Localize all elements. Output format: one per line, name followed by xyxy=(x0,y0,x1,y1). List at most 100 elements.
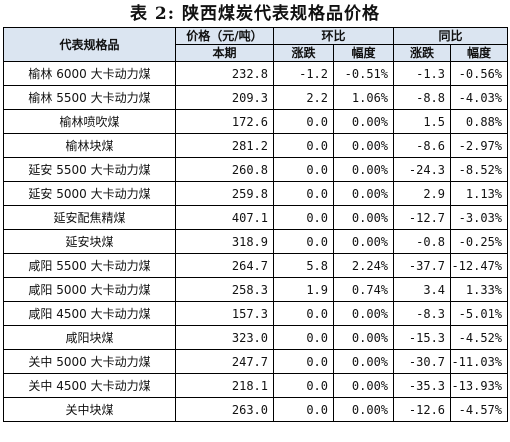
mom-rate-cell: 0.00% xyxy=(332,325,395,350)
mom-rate-cell: 2.24% xyxy=(332,253,395,278)
product-name-cell: 延安 5500 大卡动力煤 xyxy=(3,157,176,182)
header-mom-change: 涨跌 xyxy=(273,44,334,62)
mom-change-cell: -1.2 xyxy=(273,61,334,86)
mom-rate-cell: -0.51% xyxy=(332,61,395,86)
table-row: 榆林喷吹煤 172.6 0.0 0.00% 1.5 0.88% xyxy=(3,109,509,134)
price-cell: 260.8 xyxy=(175,157,274,182)
table-row: 咸阳 5500 大卡动力煤 264.7 5.8 2.24% -37.7 -12.47% xyxy=(3,253,509,278)
mom-change-cell: 0.0 xyxy=(273,301,334,326)
header-mom: 环比 xyxy=(272,27,395,45)
yoy-change-cell: -37.7 xyxy=(393,253,452,278)
price-cell: 281.2 xyxy=(175,133,274,158)
yoy-change-cell: 1.5 xyxy=(393,109,452,134)
price-cell: 172.6 xyxy=(175,109,274,134)
yoy-change-cell: -1.3 xyxy=(393,61,452,86)
table-row: 延安块煤 318.9 0.0 0.00% -0.8 -0.25% xyxy=(3,229,509,254)
yoy-change-cell: -0.8 xyxy=(393,229,452,254)
header-yoy-rate: 幅度 xyxy=(450,44,509,62)
yoy-rate-cell: -13.93% xyxy=(450,373,509,398)
product-name-cell: 榆林块煤 xyxy=(3,133,176,158)
price-cell: 264.7 xyxy=(175,253,274,278)
table-row: 榆林 5500 大卡动力煤 209.3 2.2 1.06% -8.8 -4.03% xyxy=(3,85,509,110)
yoy-change-cell: -8.8 xyxy=(393,85,452,110)
product-name-cell: 咸阳 5500 大卡动力煤 xyxy=(3,253,176,278)
price-cell: 263.0 xyxy=(175,397,274,422)
header-yoy-change: 涨跌 xyxy=(393,44,452,62)
table-title: 表 2: 陕西煤炭代表规格品价格 xyxy=(130,4,380,24)
price-cell: 323.0 xyxy=(175,325,274,350)
price-cell: 218.1 xyxy=(175,373,274,398)
price-cell: 247.7 xyxy=(175,349,274,374)
table-header: 代表规格品 价格（元/吨） 环比 同比 本期 涨跌 幅度 涨跌 幅度 xyxy=(3,27,509,62)
yoy-change-cell: -12.6 xyxy=(393,397,452,422)
table-row: 咸阳 5000 大卡动力煤 258.3 1.9 0.74% 3.4 1.33% xyxy=(3,277,509,302)
mom-change-cell: 0.0 xyxy=(273,373,334,398)
yoy-change-cell: -8.6 xyxy=(393,133,452,158)
mom-change-cell: 0.0 xyxy=(273,349,334,374)
product-name-cell: 延安配焦精煤 xyxy=(3,205,176,230)
mom-rate-cell: 0.00% xyxy=(332,229,395,254)
mom-change-cell: 0.0 xyxy=(273,109,334,134)
mom-change-cell: 0.0 xyxy=(273,229,334,254)
yoy-change-cell: -30.7 xyxy=(393,349,452,374)
yoy-rate-cell: 1.33% xyxy=(450,277,509,302)
mom-rate-cell: 0.00% xyxy=(332,205,395,230)
product-name-cell: 延安块煤 xyxy=(3,229,176,254)
product-name-cell: 榆林 6000 大卡动力煤 xyxy=(3,61,176,86)
yoy-change-cell: 3.4 xyxy=(393,277,452,302)
table-body: 榆林 6000 大卡动力煤 232.8 -1.2 -0.51% -1.3 -0.56% 榆林… xyxy=(3,61,509,422)
yoy-rate-cell: -2.97% xyxy=(450,133,509,158)
yoy-change-cell: -12.7 xyxy=(393,205,452,230)
mom-rate-cell: 0.74% xyxy=(332,277,395,302)
price-table: 代表规格品 价格（元/吨） 环比 同比 本期 涨跌 幅度 涨跌 幅度 榆林 60… xyxy=(3,27,509,422)
yoy-rate-cell: 0.88% xyxy=(450,109,509,134)
price-cell: 157.3 xyxy=(175,301,274,326)
header-price: 价格（元/吨） xyxy=(175,27,274,45)
header-current: 本期 xyxy=(175,44,274,62)
mom-change-cell: 2.2 xyxy=(273,85,334,110)
mom-rate-cell: 1.06% xyxy=(332,85,395,110)
product-name-cell: 关中 5000 大卡动力煤 xyxy=(3,349,176,374)
price-cell: 258.3 xyxy=(175,277,274,302)
table-row: 延安 5000 大卡动力煤 259.8 0.0 0.00% 2.9 1.13% xyxy=(3,181,509,206)
table-row: 咸阳块煤 323.0 0.0 0.00% -15.3 -4.52% xyxy=(3,325,509,350)
mom-rate-cell: 0.00% xyxy=(332,109,395,134)
yoy-rate-cell: -11.03% xyxy=(450,349,509,374)
mom-change-cell: 0.0 xyxy=(273,205,334,230)
price-cell: 318.9 xyxy=(175,229,274,254)
mom-change-cell: 0.0 xyxy=(273,133,334,158)
table-row: 咸阳 4500 大卡动力煤 157.3 0.0 0.00% -8.3 -5.01% xyxy=(3,301,509,326)
yoy-change-cell: -8.3 xyxy=(393,301,452,326)
mom-change-cell: 0.0 xyxy=(273,181,334,206)
product-name-cell: 咸阳 4500 大卡动力煤 xyxy=(3,301,176,326)
header-product: 代表规格品 xyxy=(3,27,176,62)
yoy-rate-cell: -4.52% xyxy=(450,325,509,350)
yoy-rate-cell: -4.57% xyxy=(450,397,509,422)
yoy-rate-cell: -4.03% xyxy=(450,85,509,110)
table-row: 关中 5000 大卡动力煤 247.7 0.0 0.00% -30.7 -11.03% xyxy=(3,349,509,374)
yoy-rate-cell: -0.25% xyxy=(450,229,509,254)
mom-change-cell: 5.8 xyxy=(273,253,334,278)
yoy-rate-cell: -12.47% xyxy=(450,253,509,278)
table-row: 榆林 6000 大卡动力煤 232.8 -1.2 -0.51% -1.3 -0.56% xyxy=(3,61,509,86)
mom-change-cell: 0.0 xyxy=(273,157,334,182)
table-row: 延安配焦精煤 407.1 0.0 0.00% -12.7 -3.03% xyxy=(3,205,509,230)
yoy-rate-cell: 1.13% xyxy=(450,181,509,206)
product-name-cell: 延安 5000 大卡动力煤 xyxy=(3,181,176,206)
table-row: 延安 5500 大卡动力煤 260.8 0.0 0.00% -24.3 -8.52% xyxy=(3,157,509,182)
product-name-cell: 关中 4500 大卡动力煤 xyxy=(3,373,176,398)
header-mom-rate: 幅度 xyxy=(332,44,395,62)
table-row: 关中块煤 263.0 0.0 0.00% -12.6 -4.57% xyxy=(3,397,509,422)
header-yoy: 同比 xyxy=(393,27,509,45)
product-name-cell: 榆林喷吹煤 xyxy=(3,109,176,134)
price-cell: 259.8 xyxy=(175,181,274,206)
yoy-change-cell: -35.3 xyxy=(393,373,452,398)
mom-rate-cell: 0.00% xyxy=(332,133,395,158)
price-cell: 209.3 xyxy=(175,85,274,110)
table-row: 榆林块煤 281.2 0.0 0.00% -8.6 -2.97% xyxy=(3,133,509,158)
product-name-cell: 咸阳 5000 大卡动力煤 xyxy=(3,277,176,302)
price-cell: 232.8 xyxy=(175,61,274,86)
yoy-rate-cell: -0.56% xyxy=(450,61,509,86)
yoy-rate-cell: -3.03% xyxy=(450,205,509,230)
yoy-change-cell: -15.3 xyxy=(393,325,452,350)
